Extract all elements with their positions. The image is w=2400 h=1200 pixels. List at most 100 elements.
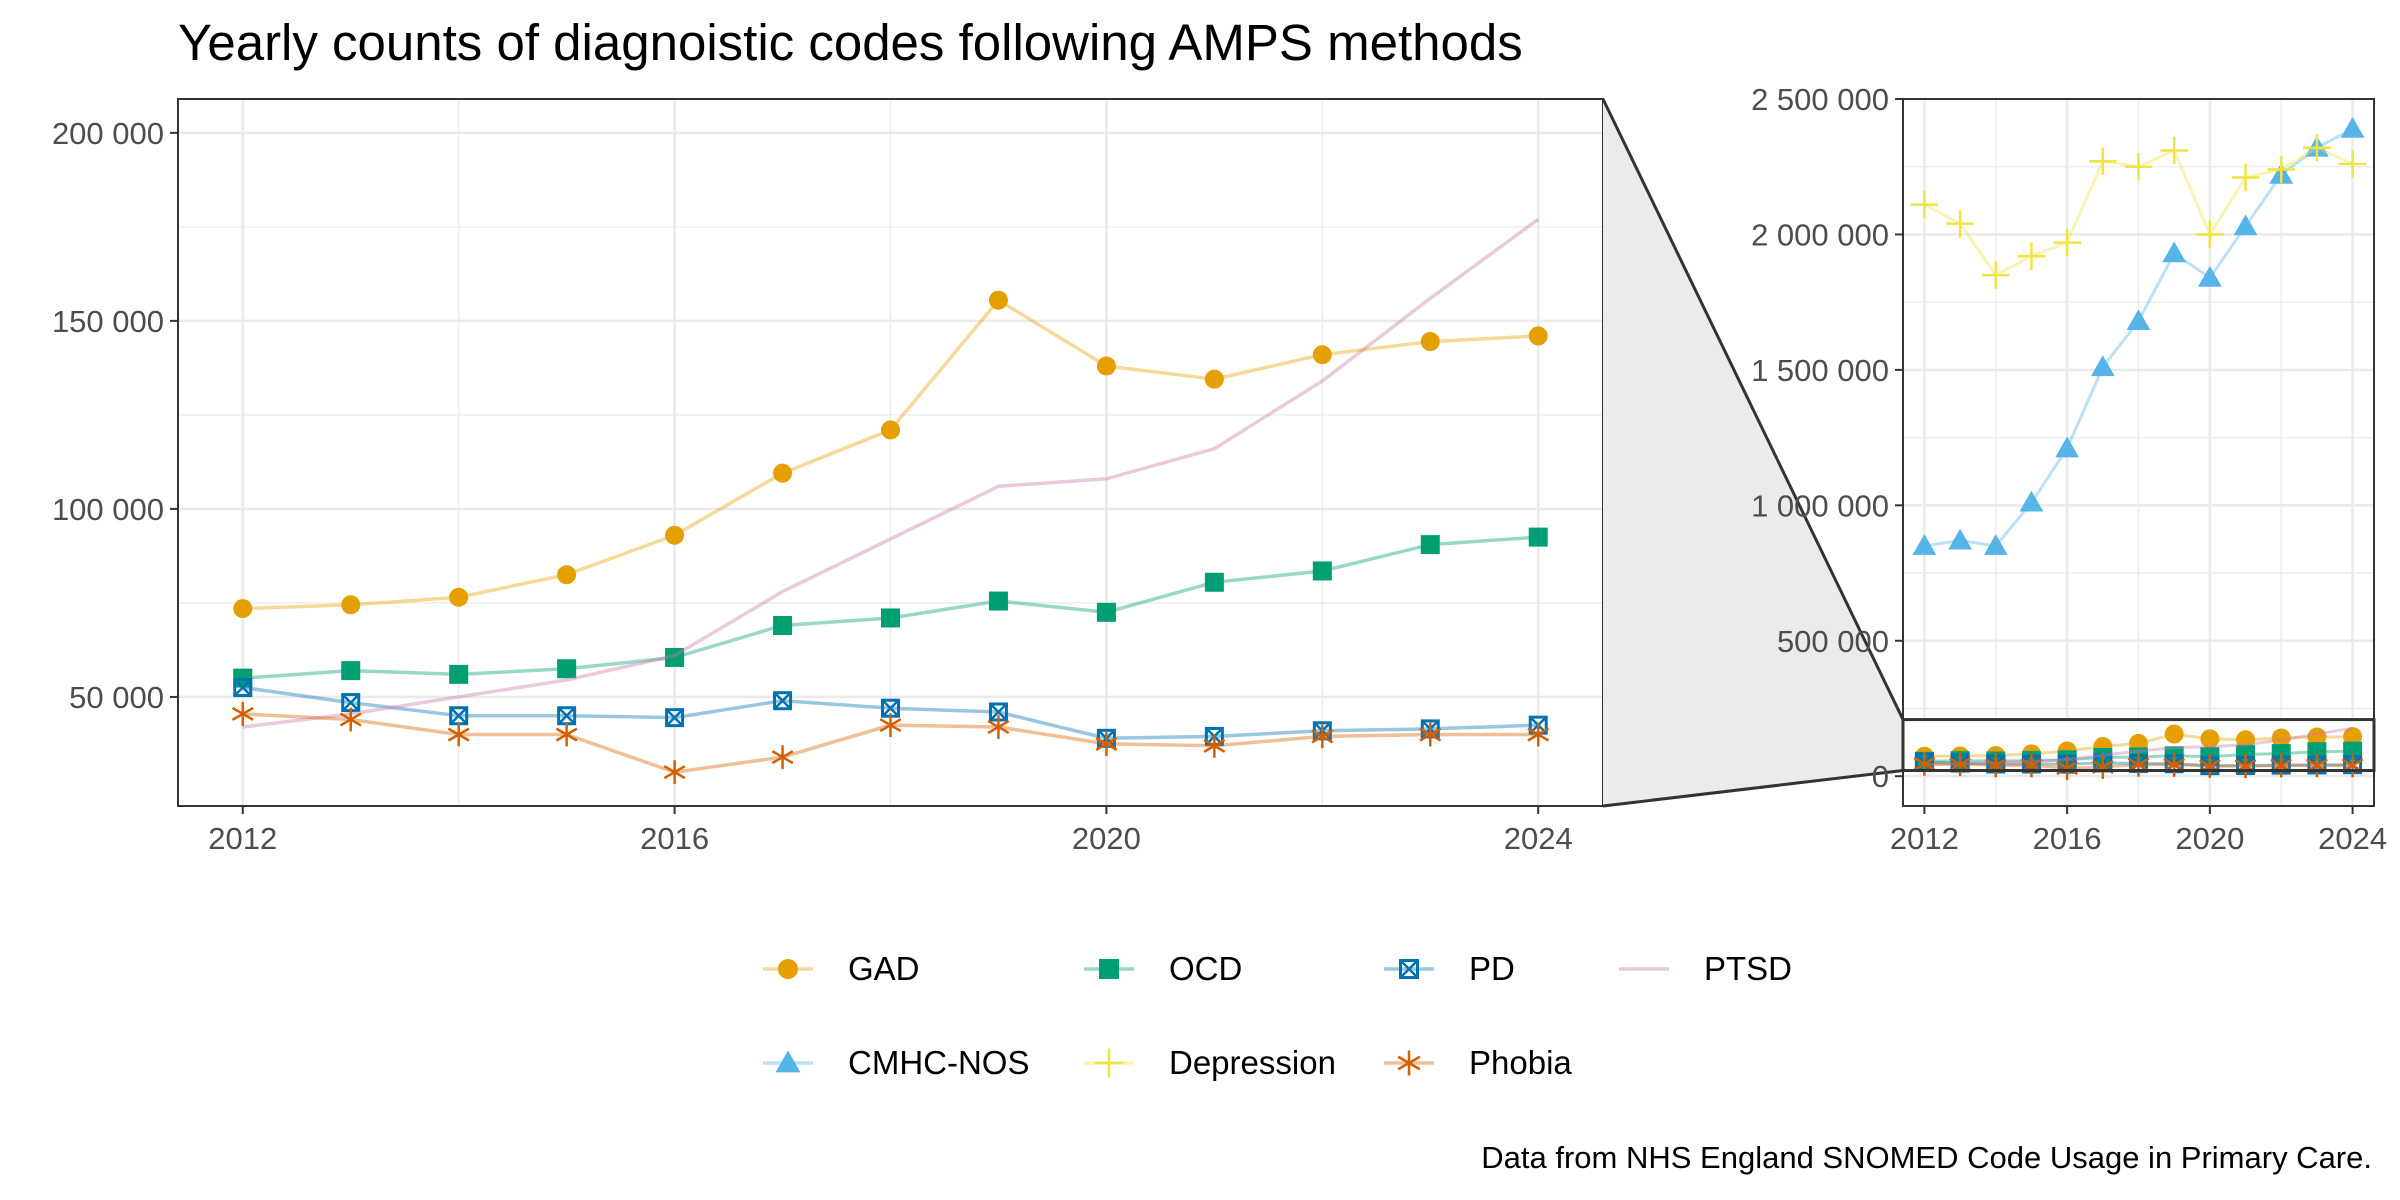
point-gad [557,565,577,585]
legend-key-marker [775,1050,801,1073]
zoom-out-panel: 0 500 000 1 000 000 1 500 000 2 000 000 2 500… [1751,82,2387,856]
point-depression [2267,155,2295,184]
series-phobia [1913,752,2364,780]
point-phobia [339,707,362,732]
point-phobia [771,745,794,769]
y-tick-label: 2 000 000 [1751,217,1889,252]
point-gad [881,420,900,440]
point-cmhc-nos [1912,534,1937,555]
point-gad [341,595,361,615]
x-tick-label: 2012 [1890,821,1959,856]
point-ocd [449,664,469,684]
y-tick-label: 50 000 [69,680,164,715]
point-gad [449,587,469,607]
point-phobia [1311,724,1334,749]
point-gad [1528,326,1548,346]
y-tick-label: 100 000 [52,492,164,527]
point-cmhc-nos [2019,490,2044,512]
point-gad [2343,727,2363,747]
y-tick-label: 1 000 000 [1751,488,1889,523]
series-line-ptsd [242,217,1540,729]
point-pd [773,691,793,711]
y-tick-label: 2 500 000 [1751,82,1889,117]
legend-key-marker [1099,959,1119,979]
point-phobia [2127,752,2150,777]
point-depression [2196,220,2224,249]
y-tick-label: 200 000 [52,116,164,151]
point-gad [1312,345,1332,365]
zoom-connector-fill [1603,99,1903,806]
legend-item-cmhc-nos: CMHC-NOS [763,1044,1029,1081]
legend-label: PD [1469,950,1515,987]
point-cmhc-nos [2090,355,2115,377]
legend-item-gad: GAD [763,950,920,987]
point-depression [1910,190,1939,219]
zoom-connector-line-top [1601,98,1905,721]
point-phobia [1203,733,1226,758]
point-phobia [879,713,902,738]
y-tick-label: 150 000 [52,304,164,339]
point-cmhc-nos [2162,241,2187,263]
point-pd-cross [233,678,252,697]
point-pd-box [233,678,253,698]
point-phobia [663,760,686,785]
legend-key-marker [1399,959,1419,979]
point-ocd [341,661,361,681]
point-pd-cross [665,708,684,727]
point-cmhc-nos [2126,309,2151,331]
point-depression [1946,209,1974,238]
point-ocd [881,608,900,628]
point-depression [2338,150,2367,178]
legend-label: OCD [1169,950,1242,987]
legend-item-ptsd: PTSD [1619,950,1792,987]
zoom-connector [1601,98,1905,808]
legend-label: GAD [848,950,920,987]
point-gad [773,463,793,483]
point-ocd [1204,572,1224,592]
point-cmhc-nos [2197,265,2222,287]
point-gad [1096,356,1116,376]
point-ocd [557,659,577,679]
legend-item-phobia: Phobia [1384,1044,1572,1081]
point-pd [665,708,685,728]
point-pd-cross [557,706,576,725]
chart-title: Yearly counts of diagnoistic codes follo… [178,14,1523,71]
zoom-out-frame [1902,98,2375,807]
point-pd-cross [341,693,360,712]
x-tick-label: 2012 [208,821,277,856]
legend-key-marker [1094,1048,1124,1078]
point-phobia [1949,752,1971,777]
legend-item-depression: Depression [1084,1044,1336,1081]
point-depression [2160,136,2188,165]
zoom-connector-line-bottom [1602,769,1904,808]
point-gad [2307,727,2327,747]
legend-key-marker [1397,1050,1421,1076]
point-phobia [231,701,254,726]
x-tick-label: 2016 [640,821,709,856]
point-ocd [1420,535,1440,555]
point-gad [2200,729,2220,749]
point-pd-box [773,691,793,711]
point-cmhc-nos [1948,528,1972,550]
legend-key-marker-box [1399,959,1419,979]
point-gad [2271,728,2291,748]
point-pd-cross [989,703,1008,721]
point-ocd [1312,561,1332,581]
series-gad [233,290,1548,619]
point-ocd [773,615,793,635]
x-tick-label: 2024 [2318,821,2387,856]
point-ocd [665,647,685,667]
legend-key-marker [778,959,798,979]
point-depression [2303,133,2331,162]
legend-label: PTSD [1704,950,1792,987]
y-tick-label: 0 [1872,759,1889,794]
point-cmhc-nos [2233,214,2258,236]
point-ocd [1096,602,1116,622]
point-depression [2017,242,2046,270]
main-panel: 50 000 100 000 150 000 200 000 2012 2016 2020 2… [52,98,1604,856]
series-ptsd [242,217,1540,729]
point-cmhc-nos [1983,534,2008,555]
zoom-out-plot-area [1910,116,2367,780]
